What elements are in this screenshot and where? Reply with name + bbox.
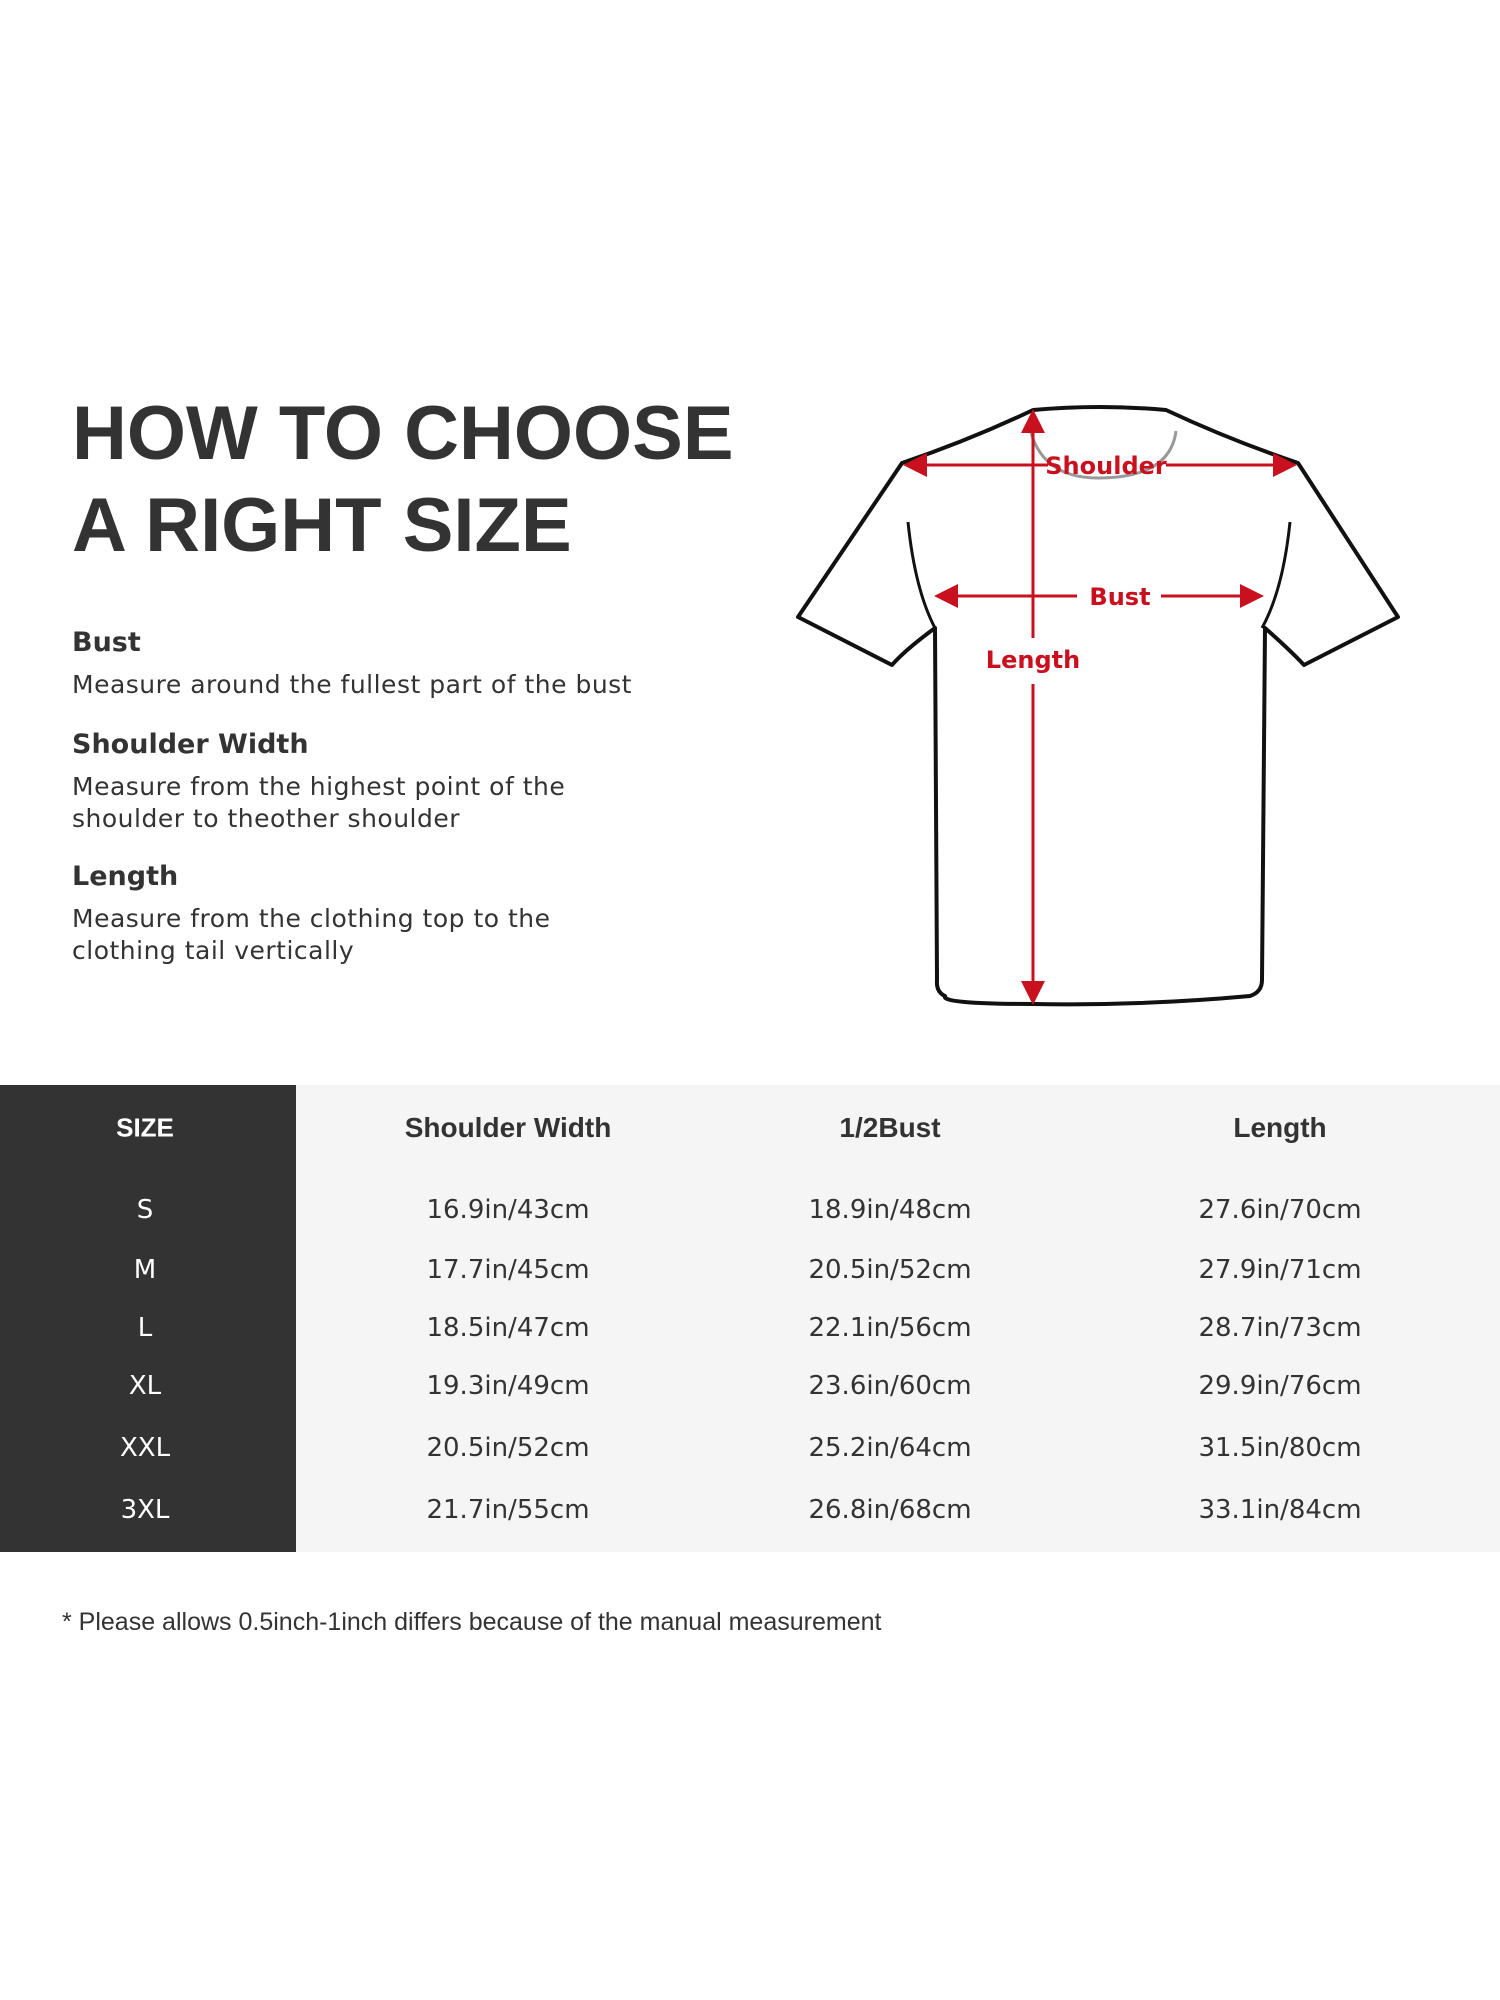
table-header-2: 1/2Bust: [839, 1112, 941, 1143]
table-cell: 25.2in/64cm: [808, 1433, 972, 1463]
measurement-note: * Please allows 0.5inch-1inch differs be…: [62, 1608, 882, 1636]
tshirt-outline: [796, 405, 1400, 1007]
size-column: [0, 1085, 296, 1552]
table-cell: 22.1in/56cm: [808, 1313, 972, 1343]
table-cell: 17.7in/45cm: [426, 1255, 590, 1285]
tshirt-diagram: Shoulder Bust Length: [796, 405, 1400, 1007]
guide-shoulder-heading: Shoulder Width: [72, 729, 309, 760]
guide-bust-desc: Measure around the fullest part of the b…: [72, 670, 632, 699]
guide-shoulder-desc-1: Measure from the highest point of the: [72, 772, 566, 801]
table-size-label: 3XL: [120, 1495, 170, 1525]
table-cell: 21.7in/55cm: [426, 1495, 590, 1525]
table-size-label: S: [136, 1195, 154, 1225]
page-title-line-1: HOW TO CHOOSE: [72, 391, 734, 476]
table-cell: 26.8in/68cm: [808, 1495, 972, 1525]
table-cell: 19.3in/49cm: [426, 1371, 590, 1401]
table-cell: 16.9in/43cm: [426, 1195, 590, 1225]
table-cell: 31.5in/80cm: [1198, 1433, 1362, 1463]
table-header-0: SIZE: [116, 1112, 174, 1143]
table-cell: 27.9in/71cm: [1198, 1255, 1362, 1285]
table-size-label: XXL: [119, 1433, 171, 1463]
guide-length-desc-2: clothing tail vertically: [72, 936, 355, 965]
table-cell: 28.7in/73cm: [1198, 1313, 1362, 1343]
table-cell: 27.6in/70cm: [1198, 1195, 1362, 1225]
guide-length-desc-1: Measure from the clothing top to the: [72, 904, 551, 933]
guide-shoulder-desc-2: shoulder to theother shoulder: [72, 804, 461, 833]
table-size-label: XL: [128, 1371, 162, 1401]
table-header-3: Length: [1233, 1112, 1327, 1143]
length-label: Length: [986, 646, 1080, 674]
table-header-1: Shoulder Width: [404, 1112, 612, 1143]
page-title-line-2: A RIGHT SIZE: [72, 483, 572, 568]
guide-bust-heading: Bust: [72, 627, 141, 658]
table-cell: 33.1in/84cm: [1198, 1495, 1362, 1525]
table-cell: 20.5in/52cm: [426, 1433, 590, 1463]
table-cell: 18.5in/47cm: [426, 1313, 590, 1343]
shoulder-label: Shoulder: [1045, 452, 1167, 480]
table-size-label: L: [137, 1313, 153, 1343]
guide-length-heading: Length: [72, 861, 179, 892]
table-cell: 23.6in/60cm: [808, 1371, 972, 1401]
table-cell: 20.5in/52cm: [808, 1255, 972, 1285]
table-cell: 29.9in/76cm: [1198, 1371, 1362, 1401]
table-cell: 18.9in/48cm: [808, 1195, 972, 1225]
table-size-label: M: [133, 1255, 157, 1285]
bust-label: Bust: [1089, 583, 1150, 611]
